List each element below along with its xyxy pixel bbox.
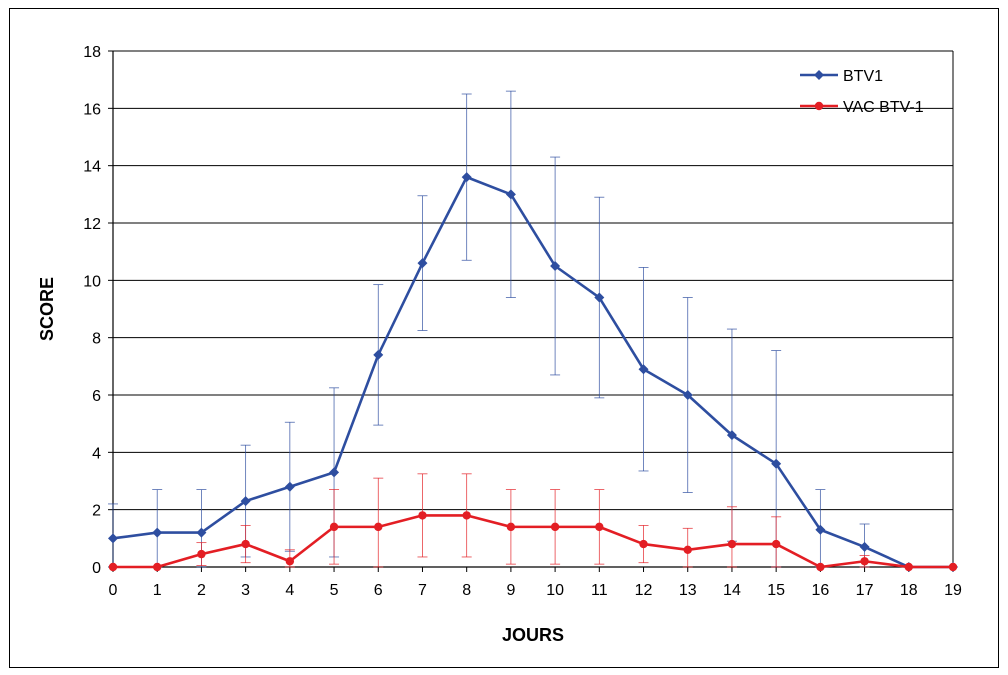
x-tick-label: 3 [241, 582, 250, 599]
series-line-1 [113, 514, 953, 569]
data-point-0 [771, 458, 782, 469]
y-tick-label: 4 [92, 445, 101, 462]
legend-marker-0 [814, 70, 824, 80]
data-point-1 [860, 557, 869, 566]
data-point-1 [550, 522, 560, 532]
y-tick-label: 16 [83, 101, 101, 118]
data-point-1 [153, 562, 162, 572]
legend-label-0: BTV1 [843, 68, 883, 85]
data-point-1 [816, 562, 825, 572]
data-point-0 [859, 541, 870, 552]
x-tick-label: 17 [856, 582, 874, 599]
data-point-0 [108, 533, 118, 544]
data-point-1 [771, 539, 781, 549]
y-tick-label: 8 [92, 331, 101, 348]
data-point-1 [329, 522, 339, 532]
x-tick-label: 12 [635, 582, 653, 599]
data-point-1 [108, 562, 118, 572]
x-tick-label: 15 [767, 582, 785, 599]
data-point-1 [683, 545, 692, 554]
legend-label-1: VAC BTV-1 [843, 99, 924, 116]
y-tick-label: 6 [92, 388, 101, 405]
x-axis-title: JOURS [502, 625, 564, 645]
legend-marker-1 [814, 101, 824, 111]
x-tick-label: 9 [506, 582, 515, 599]
data-point-0 [373, 349, 384, 360]
y-tick-label: 14 [83, 159, 101, 176]
data-point-1 [639, 539, 648, 549]
x-tick-label: 1 [153, 582, 162, 599]
y-tick-label: 10 [83, 273, 101, 290]
data-point-1 [595, 522, 604, 532]
data-point-0 [815, 524, 826, 535]
series-line-0 [112, 175, 953, 569]
x-tick-label: 7 [418, 582, 427, 599]
y-tick-label: 0 [92, 560, 101, 577]
data-point-1 [462, 511, 471, 520]
data-point-1 [241, 539, 250, 549]
data-point-0 [638, 364, 649, 375]
data-point-0 [152, 527, 163, 538]
x-tick-label: 4 [285, 582, 294, 599]
x-tick-label: 18 [900, 582, 918, 599]
x-tick-label: 2 [197, 582, 206, 599]
data-point-0 [417, 258, 428, 269]
data-point-0 [196, 527, 207, 538]
y-tick-label: 12 [83, 216, 101, 233]
data-point-1 [506, 522, 516, 532]
y-axis-title: SCORE [37, 277, 57, 341]
data-point-1 [285, 557, 295, 566]
x-tick-label: 5 [330, 582, 339, 599]
data-point-1 [197, 549, 206, 559]
data-point-1 [418, 511, 427, 520]
data-point-0 [461, 172, 472, 183]
data-point-0 [726, 430, 737, 441]
x-tick-label: 10 [546, 582, 564, 599]
x-tick-label: 0 [109, 582, 118, 599]
x-tick-label: 8 [462, 582, 471, 599]
data-point-0 [329, 467, 340, 478]
x-tick-label: 19 [944, 582, 962, 599]
y-tick-label: 18 [83, 44, 101, 61]
x-tick-label: 16 [811, 582, 829, 599]
data-point-1 [948, 562, 958, 572]
y-tick-label: 2 [92, 503, 101, 520]
x-tick-label: 14 [723, 582, 741, 599]
data-point-0 [240, 496, 251, 507]
data-point-1 [904, 562, 913, 572]
data-point-0 [550, 261, 561, 271]
data-point-0 [505, 189, 516, 200]
data-point-0 [284, 481, 295, 492]
x-tick-label: 11 [591, 582, 608, 599]
data-point-0 [682, 390, 693, 400]
data-point-1 [727, 539, 737, 549]
x-tick-label: 6 [374, 582, 383, 599]
data-point-1 [374, 522, 383, 532]
data-point-0 [594, 292, 605, 303]
x-tick-label: 13 [679, 582, 697, 599]
